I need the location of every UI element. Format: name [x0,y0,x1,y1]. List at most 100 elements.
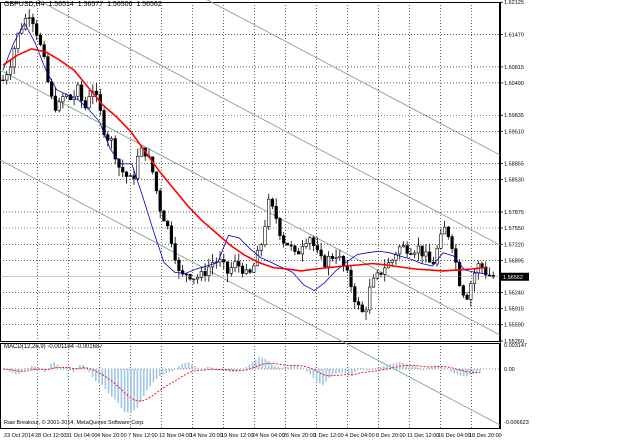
candle-body [267,198,271,227]
macd-header: MACD(12,26,9) -0.001184 -0.001687 [4,344,103,350]
candle-body [255,250,260,267]
candle-body [420,245,424,257]
candle-body [196,277,200,280]
macd-axis-label: 0.00 [504,367,515,373]
candle-body [16,32,20,49]
candle-body [94,90,99,95]
candle-body [31,17,35,25]
candle-body [263,226,267,245]
price-axis-label: 1.57220 [504,242,524,248]
price-axis-label: 1.58530 [504,178,524,184]
time-axis-label: 18 Dec 20:00 [469,433,502,439]
candle-body [472,272,477,284]
macd-axis-label: 0.003147 [504,343,527,349]
candle-body [409,253,413,255]
candle-body [360,304,364,313]
candle-body [394,253,398,261]
candle-body [364,309,368,313]
price-axis-label: 1.55915 [504,307,524,313]
candle-body [184,273,188,276]
candle-body [1,79,5,82]
candle-body [218,259,222,263]
candle-body [199,271,203,278]
time-axis-label: 23 Oct 2014 [4,433,34,439]
time-axis-label: 28 Oct 12:00 [35,433,67,439]
candle-body [289,244,293,247]
candle-body [76,84,80,97]
candle-body [330,256,334,259]
current-price-label: 1.56562 [503,275,523,281]
price-axis-label: 1.55260 [504,339,524,345]
candle-body [304,243,308,247]
candle-body [413,252,417,255]
candle-body [334,257,338,259]
candle-body [383,267,387,275]
candle-body [424,251,428,257]
candle-body [173,243,177,261]
candle-body [274,205,278,219]
candle-body [300,246,304,255]
price-axis-label: 1.62125 [504,0,524,6]
candle-body [285,242,290,246]
candle-body [465,294,469,300]
regression-channel-line [206,0,501,156]
macd-pane-frame [0,343,500,429]
candle-body [38,34,43,45]
candle-body [106,134,110,141]
candle-body [338,255,342,258]
candle-body [375,272,379,279]
candle-body [166,220,170,227]
time-axis-label: 16 Dec 04:00 [438,433,471,439]
candle-body [353,286,357,303]
candle-body [416,245,421,254]
candle-body [349,269,353,288]
candle-body [487,274,492,277]
candle-body [154,171,159,192]
candle-body [240,265,245,274]
candle-body [128,175,132,177]
price-axis-label: 1.60815 [504,65,524,71]
candle-body [259,244,263,251]
price-axis-label: 1.59510 [504,129,524,135]
candle-body [319,249,323,257]
time-axis-label: 11 Dec 12:00 [407,433,439,439]
price-axis-label: 1.60490 [504,81,524,87]
time-axis-label: 31 Oct 04:00 [66,433,98,439]
symbol-label: GBPUSD,H4 [4,1,45,8]
time-axis-label: 7 Nov 12:00 [128,433,158,439]
candle-body [446,226,450,237]
candle-body [102,110,106,135]
candle-body [225,261,230,274]
candle-body [5,74,9,81]
candle-body [46,56,50,83]
time-axis-label: 12 Nov 04:00 [159,433,192,439]
candle-body [35,23,39,36]
candle-body [461,285,465,296]
candle-body [379,272,383,275]
candle-body [371,277,376,288]
candle-body [450,236,454,250]
candle-body [443,226,447,235]
main-pane-frame [0,2,500,342]
candle-body [278,218,282,237]
close-value: 1.56562 [136,1,162,8]
candle-body [109,138,114,141]
candle-body [68,94,72,101]
candle-body [356,301,361,306]
candle-body [207,266,211,276]
candle-body [480,263,484,268]
candle-body [192,278,196,281]
candle-body [368,286,372,311]
symbol-header: GBPUSD,H4 1.56514 1.56577 1.56506 1.56562 [4,1,166,8]
time-axis-label: 8 Dec 20:00 [376,433,406,439]
candle-body [83,100,87,109]
candle-body [53,95,57,111]
candle-body [8,66,13,75]
price-axis-label: 1.56895 [504,258,524,264]
candle-body [233,261,237,268]
price-axis-label: 1.57550 [504,226,524,232]
candle-body [428,251,432,263]
candle-body [181,270,185,275]
